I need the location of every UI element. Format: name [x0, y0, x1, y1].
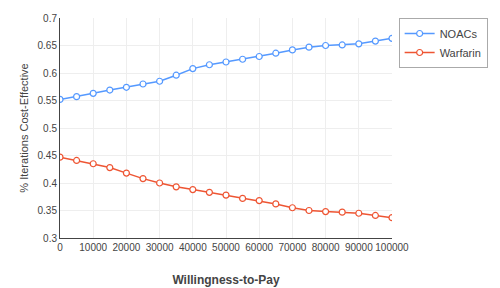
svg-text:0.45: 0.45 [38, 150, 58, 161]
svg-text:NOACs: NOACs [440, 28, 478, 40]
svg-text:0: 0 [57, 242, 63, 253]
svg-text:30000: 30000 [146, 242, 174, 253]
svg-text:100000: 100000 [375, 242, 409, 253]
svg-text:80000: 80000 [312, 242, 340, 253]
svg-text:0.65: 0.65 [38, 40, 58, 51]
svg-text:% Iterations Cost-Effective: % Iterations Cost-Effective [18, 63, 30, 192]
svg-text:0.6: 0.6 [43, 68, 57, 79]
svg-text:0.4: 0.4 [43, 178, 57, 189]
svg-text:50000: 50000 [212, 242, 240, 253]
svg-text:40000: 40000 [179, 242, 207, 253]
svg-text:0.55: 0.55 [38, 95, 58, 106]
svg-text:20000: 20000 [112, 242, 140, 253]
svg-text:0.5: 0.5 [43, 123, 57, 134]
svg-text:0.7: 0.7 [43, 13, 57, 24]
svg-text:0.35: 0.35 [38, 205, 58, 216]
svg-text:70000: 70000 [278, 242, 306, 253]
svg-text:Warfarin: Warfarin [440, 47, 481, 59]
svg-text:90000: 90000 [345, 242, 373, 253]
svg-text:Willingness-to-Pay: Willingness-to-Pay [172, 273, 280, 287]
svg-text:10000: 10000 [79, 242, 107, 253]
svg-text:0.3: 0.3 [43, 233, 57, 244]
svg-text:60000: 60000 [245, 242, 273, 253]
